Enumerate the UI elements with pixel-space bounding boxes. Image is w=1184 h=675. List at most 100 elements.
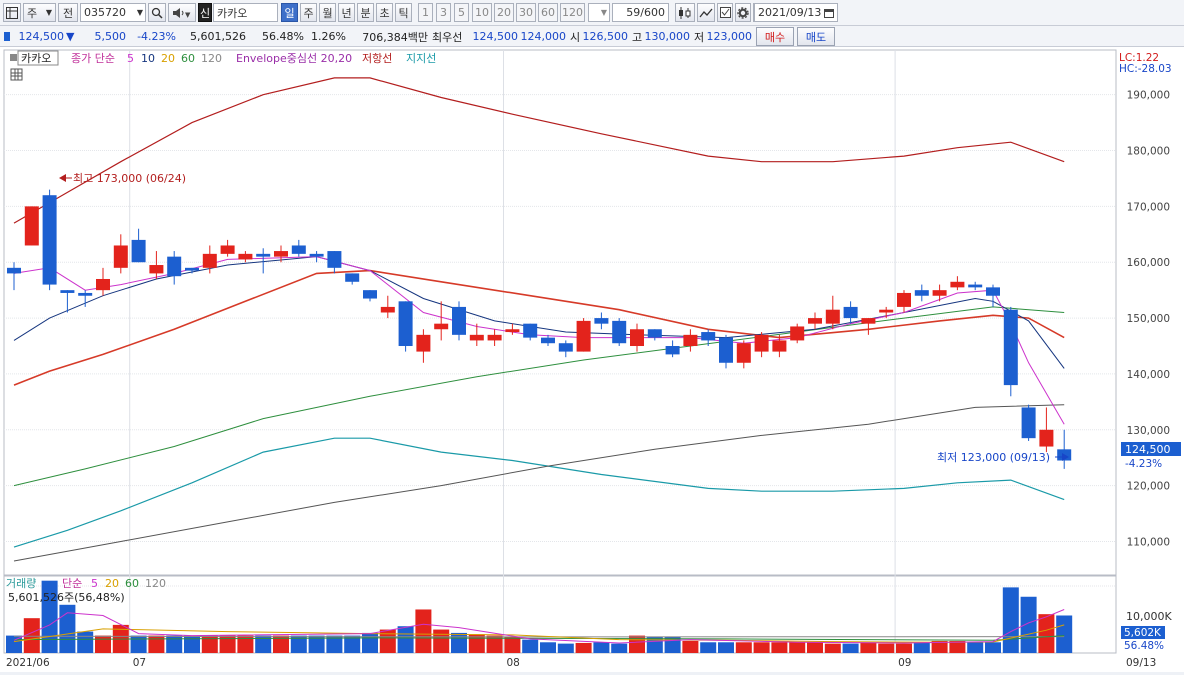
price-tick-label: 160,000 — [1127, 257, 1170, 269]
interval-label: 60 — [541, 6, 555, 19]
period-label: 주 — [303, 6, 314, 20]
chart-area[interactable]: 110,000 120,000 130,000 140,000 150,000 160,0… — [0, 47, 1184, 672]
interval-button-30[interactable]: 30 — [516, 3, 536, 22]
line-chart-icon[interactable] — [697, 3, 715, 22]
period-tab-week[interactable]: 주 — [300, 3, 317, 22]
ma5-label: 5 — [127, 52, 134, 65]
volume-bar — [807, 642, 823, 653]
high-price: 130,000 — [644, 30, 691, 43]
interval-button-10[interactable]: 10 — [472, 3, 492, 22]
interval-button-5[interactable]: 5 — [454, 3, 469, 22]
stock-code-input[interactable]: 035720 ▼ — [80, 3, 146, 22]
period-label: 년 — [341, 6, 352, 20]
chevron-down-icon: ▼ — [136, 8, 143, 17]
grid — [4, 50, 1116, 653]
interval-label: 120 — [562, 6, 583, 19]
volume-bar — [967, 642, 984, 653]
candles — [7, 189, 1072, 469]
candle-body — [505, 329, 520, 333]
period-tab-month[interactable]: 월 — [319, 3, 336, 22]
candle-body — [24, 206, 39, 246]
candle-body — [398, 301, 413, 347]
candle-body — [327, 251, 342, 268]
candle-body — [42, 195, 57, 285]
interval-button-60[interactable]: 60 — [538, 3, 558, 22]
candle-body — [541, 337, 555, 344]
candle-body — [701, 332, 716, 341]
volume-bar — [433, 629, 450, 653]
volume-bar — [166, 635, 183, 653]
interval-button-20[interactable]: 20 — [494, 3, 514, 22]
low-label: 저 — [694, 30, 705, 44]
date-tick-label: 2021/06 — [6, 657, 50, 669]
svg-text:▼: ▼ — [185, 11, 191, 19]
buy-button[interactable]: 매수 — [756, 27, 794, 46]
volume-bar — [237, 635, 254, 653]
volume-bar — [415, 609, 432, 653]
interval-label: 1 — [422, 6, 429, 19]
hc-value: HC:-28.03 — [1119, 63, 1172, 75]
candle-body — [968, 284, 983, 288]
volume-ma60-label: 60 — [125, 577, 139, 590]
search-icon[interactable] — [148, 3, 166, 22]
calendar-icon — [824, 8, 834, 18]
volume-bar — [397, 626, 414, 653]
date-tick-label: 09 — [898, 657, 911, 669]
interval-label: 3 — [440, 6, 447, 19]
candle-body — [950, 281, 965, 288]
volume-bar — [753, 642, 770, 653]
candle-body — [469, 334, 484, 341]
speaker-icon[interactable]: ▼ — [168, 3, 196, 22]
checkbox-icon[interactable] — [717, 3, 733, 22]
grid-toggle-icon[interactable] — [10, 68, 23, 81]
best-bid: 124,000 — [520, 30, 567, 43]
candle-body — [683, 334, 698, 347]
candle-body — [843, 306, 858, 319]
volume-bar — [824, 643, 841, 653]
stock-chart[interactable]: 110,000 120,000 130,000 140,000 150,000 160,0… — [0, 47, 1184, 672]
candle-body — [1003, 309, 1018, 386]
chevron-down-icon: ▼ — [600, 8, 607, 17]
ma20-label: 20 — [161, 52, 175, 65]
interval-button-120[interactable]: 120 — [560, 3, 585, 22]
candle-body — [256, 253, 271, 257]
candle-body — [932, 290, 947, 296]
candle-body — [914, 290, 929, 296]
price-tick-label: 150,000 — [1127, 313, 1170, 325]
interval-dropdown[interactable]: ▼ — [588, 3, 610, 22]
period-tab-year[interactable]: 년 — [338, 3, 355, 22]
count-field[interactable]: 59/600 — [612, 3, 669, 22]
volume-bar — [522, 639, 539, 653]
volume-bar — [860, 642, 877, 653]
settings-icon[interactable] — [735, 3, 751, 22]
volume-bars — [4, 580, 1116, 653]
period-label: 일 — [284, 6, 295, 20]
volume-bar — [682, 640, 699, 653]
down-arrow-icon: ▼ — [66, 30, 75, 43]
volume-bar — [540, 642, 556, 653]
layout-icon[interactable] — [3, 3, 21, 22]
last-price: 124,500 — [1125, 443, 1171, 456]
date-field[interactable]: 2021/09/13 — [754, 3, 838, 22]
date-tick-label: 09/13 — [1126, 657, 1156, 669]
volume-bar — [700, 642, 717, 653]
volume-bar — [308, 635, 325, 653]
candle-body — [630, 329, 644, 347]
candle-type-icon[interactable] — [675, 3, 695, 22]
period-tab-day[interactable]: 일 — [281, 3, 298, 22]
open-price: 126,500 — [582, 30, 629, 43]
period-tab-tick[interactable]: 틱 — [395, 3, 412, 22]
market-select[interactable]: 주 ▼ — [23, 3, 56, 22]
ma60-line — [13, 306, 1065, 487]
candle-body — [238, 253, 253, 260]
interval-button-3[interactable]: 3 — [436, 3, 451, 22]
volume-ma20-label: 20 — [105, 577, 119, 590]
period-tab-second[interactable]: 초 — [376, 3, 393, 22]
high-label: 최고 173,000 (06/24) — [73, 172, 186, 185]
jeon-button[interactable]: 전 — [58, 3, 78, 22]
interval-button-1[interactable]: 1 — [418, 3, 433, 22]
period-tab-minute[interactable]: 분 — [357, 3, 374, 22]
stock-name-field[interactable]: 카카오 — [213, 3, 278, 22]
jeon-label: 전 — [62, 6, 74, 20]
sell-button[interactable]: 매도 — [797, 27, 835, 46]
